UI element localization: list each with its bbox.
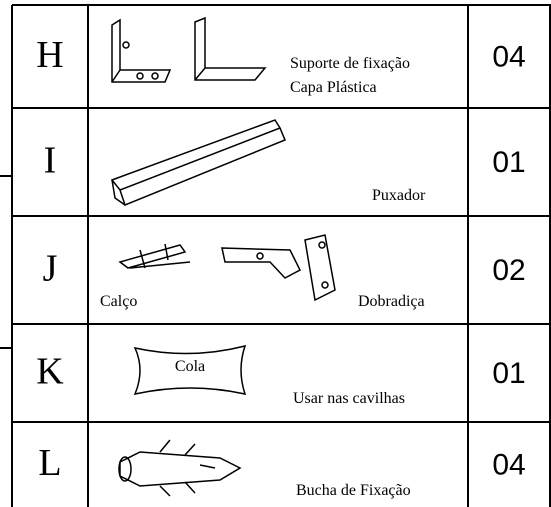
part-label: Usar nas cavilhas: [293, 390, 405, 407]
row-letter: J: [43, 248, 58, 290]
row-letter: K: [36, 351, 64, 393]
part-label: Cola: [175, 358, 205, 375]
row-quantity: 01: [492, 357, 525, 390]
illustrations: [110, 16, 336, 497]
table-text: H 04 Suporte de fixação Capa Plástica I 01 Pux…: [36, 34, 525, 499]
row-letter: L: [38, 442, 61, 484]
part-label: Suporte de fixação: [290, 55, 410, 72]
row-letter: I: [44, 140, 57, 182]
part-label: Bucha de Fixação: [296, 482, 411, 499]
row-quantity: 04: [492, 40, 525, 73]
part-label: Puxador: [372, 187, 426, 204]
part-label: Capa Plástica: [290, 79, 377, 96]
row-quantity: 01: [492, 146, 525, 179]
table-grid: [0, 4, 551, 507]
part-label: Calço: [100, 293, 137, 310]
row-letter: H: [36, 34, 63, 76]
part-label: Dobradiça: [358, 293, 425, 310]
row-quantity: 04: [492, 448, 525, 481]
row-quantity: 02: [492, 254, 525, 287]
